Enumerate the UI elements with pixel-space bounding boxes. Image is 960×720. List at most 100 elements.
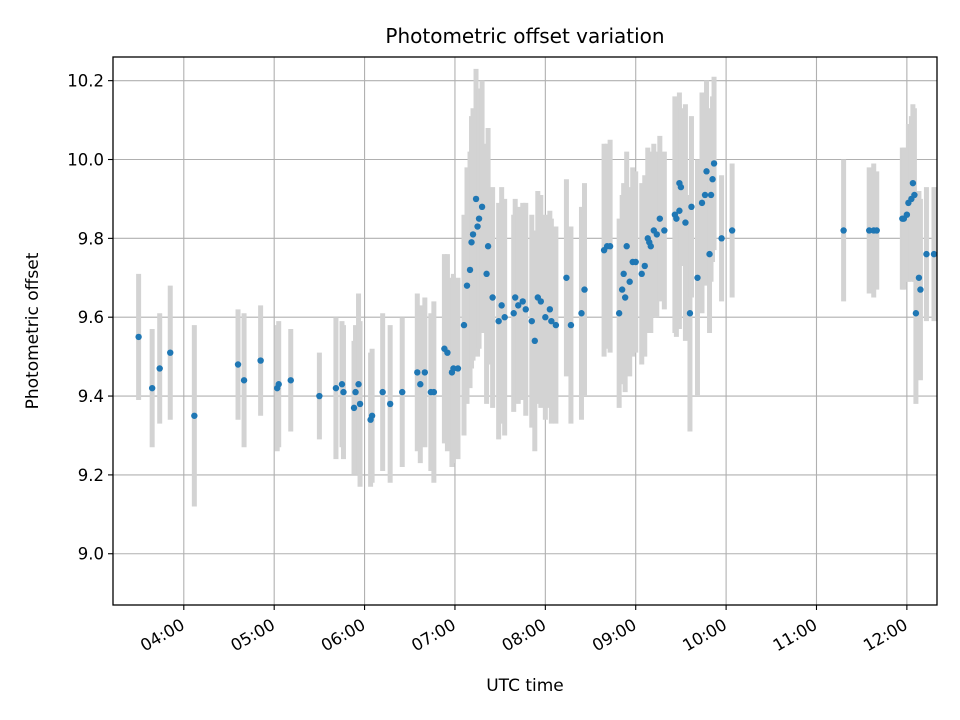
- x-tick-label: 08:00: [499, 615, 550, 655]
- x-tick-label: 04:00: [137, 615, 188, 655]
- data-point: [469, 231, 477, 238]
- data-point: [840, 227, 847, 234]
- data-point: [472, 195, 480, 203]
- data-point: [917, 286, 924, 293]
- x-tick-label: 07:00: [408, 615, 459, 655]
- data-points: [135, 160, 938, 423]
- y-tick-label: 9.6: [78, 308, 104, 327]
- data-point: [510, 310, 517, 317]
- y-tick-label: 9.4: [78, 387, 104, 406]
- data-point: [661, 227, 668, 234]
- x-tick-label: 11:00: [770, 615, 821, 655]
- data-point: [621, 294, 629, 301]
- data-point: [703, 168, 710, 175]
- data-point: [578, 310, 585, 317]
- data-point: [632, 258, 639, 266]
- data-point: [710, 160, 718, 167]
- data-point: [873, 227, 880, 234]
- data-point: [275, 381, 282, 388]
- data-point: [338, 381, 346, 388]
- data-point: [698, 199, 706, 207]
- data-point: [682, 219, 689, 226]
- y-tick-label: 10.0: [67, 151, 104, 170]
- data-point: [706, 250, 713, 258]
- data-point: [673, 215, 680, 222]
- data-point: [512, 294, 519, 301]
- data-point: [414, 369, 421, 376]
- data-point: [191, 412, 198, 419]
- data-point: [167, 349, 174, 356]
- data-point: [707, 191, 715, 199]
- data-point: [522, 306, 529, 313]
- data-point: [468, 239, 475, 246]
- data-point: [909, 179, 917, 187]
- data-point: [912, 310, 920, 317]
- data-point: [563, 274, 570, 281]
- data-point: [620, 270, 627, 278]
- x-tick-label: 10:00: [679, 615, 730, 655]
- data-point: [444, 349, 451, 356]
- data-point: [626, 278, 633, 285]
- data-point: [701, 191, 709, 199]
- data-point: [421, 369, 429, 376]
- data-point: [676, 207, 683, 214]
- data-point: [135, 333, 142, 341]
- y-tick-label: 9.8: [78, 229, 104, 248]
- data-point: [489, 294, 496, 301]
- data-point: [567, 321, 575, 329]
- data-point: [688, 203, 695, 211]
- data-point: [915, 274, 923, 281]
- plot-frame: [112, 56, 938, 606]
- data-point: [866, 227, 873, 234]
- data-point: [340, 388, 347, 396]
- data-point: [495, 317, 502, 325]
- data-point: [257, 357, 264, 364]
- data-point: [728, 227, 736, 234]
- data-point: [368, 412, 376, 419]
- data-point: [483, 270, 490, 278]
- data-point: [656, 215, 664, 222]
- x-axis-title: UTC time: [486, 676, 564, 696]
- data-point: [623, 243, 630, 250]
- data-point: [911, 191, 918, 199]
- data-point: [519, 298, 526, 305]
- x-tick-label: 06:00: [318, 615, 369, 655]
- data-point: [240, 377, 248, 384]
- y-tick-label: 10.2: [67, 72, 104, 91]
- data-point: [647, 243, 654, 250]
- data-point: [498, 302, 505, 309]
- x-axis: 04:00 05:00 06:00 07:00 08:00 09:00 10:00 11:00…: [137, 605, 911, 655]
- chart-title: Photometric offset variation: [385, 24, 664, 48]
- data-point: [484, 243, 492, 250]
- data-point: [542, 314, 549, 321]
- data-point: [638, 270, 645, 278]
- data-point: [537, 298, 545, 305]
- data-point: [474, 223, 481, 230]
- data-point: [350, 404, 358, 412]
- data-point: [234, 361, 242, 368]
- x-tick-label: 05:00: [227, 615, 278, 655]
- data-point: [606, 243, 614, 250]
- x-tick-label: 09:00: [589, 615, 640, 655]
- data-point: [546, 306, 554, 313]
- data-point: [686, 310, 694, 317]
- data-point: [352, 388, 359, 396]
- data-point: [581, 286, 588, 293]
- data-point: [618, 286, 626, 293]
- data-point: [923, 250, 930, 258]
- data-point: [694, 274, 701, 281]
- data-point: [501, 314, 508, 321]
- data-point: [460, 321, 468, 329]
- data-point: [709, 176, 716, 183]
- y-axis: 9.0 9.2 9.4 9.6 9.8 10.0 10.2: [67, 72, 113, 564]
- data-point: [641, 262, 648, 270]
- data-point: [515, 302, 522, 309]
- data-point: [930, 250, 938, 258]
- data-point: [475, 215, 483, 222]
- data-point: [653, 231, 661, 238]
- data-point: [531, 337, 538, 345]
- data-point: [417, 381, 424, 388]
- data-point: [466, 266, 474, 274]
- data-point: [552, 321, 560, 329]
